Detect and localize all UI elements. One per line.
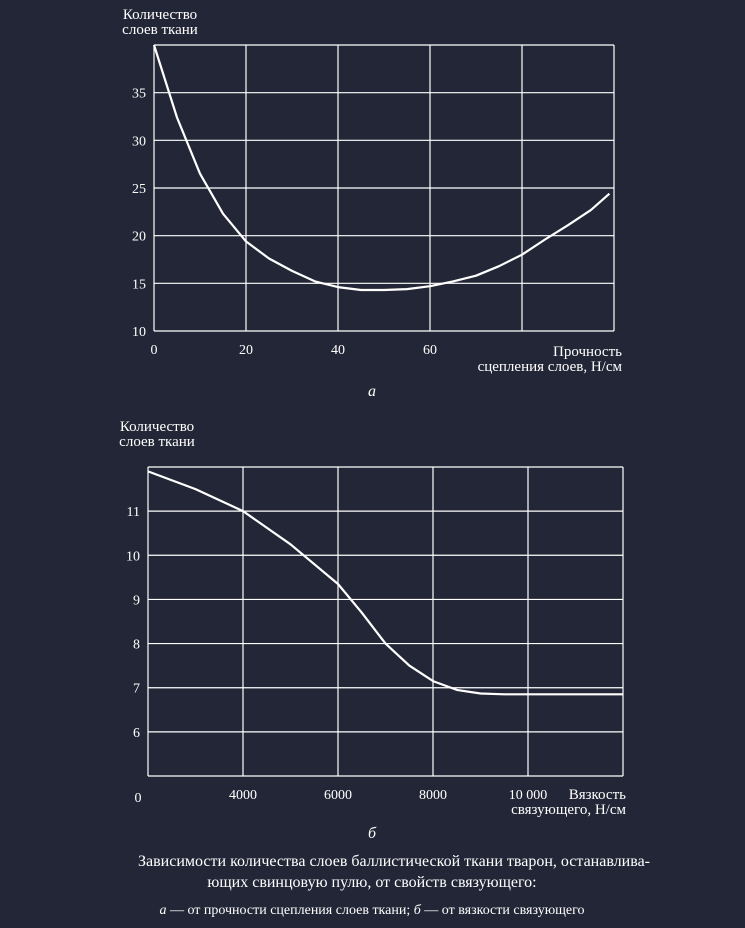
chart-a-y-tick-labels: 10 15 20 25 30 35 [132, 87, 146, 340]
caption-line-2: ющих свинцовую пулю, от свойств связующе… [207, 874, 536, 891]
chart-b-x-origin-label: 0 [135, 791, 142, 806]
chart-b-y-tick-label: 11 [127, 505, 140, 520]
chart-a-y-tick-label: 15 [132, 277, 146, 292]
figure-caption: Зависимости количества слоев баллистичес… [138, 853, 650, 918]
chart-b-grid [147, 466, 624, 777]
chart-a-grid [153, 44, 615, 332]
chart-b-x-tick-label: 10 000 [509, 788, 548, 803]
chart-b-ylabel-line1: Количество [120, 419, 194, 435]
chart-a-y-tick-label: 10 [132, 325, 146, 340]
caption-line-1: Зависимости количества слоев баллистичес… [138, 853, 650, 870]
caption-legend: а — от прочности сцепления слоев ткани; … [159, 903, 584, 918]
chart-b-y-tick-label: 6 [133, 726, 140, 741]
chart-a: 10 15 20 25 30 35 0 20 40 60 Количество слоев тк… [122, 7, 622, 400]
chart-a-x-tick-label: 20 [239, 343, 253, 358]
chart-a-ylabel-line1: Количество [123, 7, 197, 23]
chart-a-y-tick-label: 20 [132, 230, 146, 245]
chart-a-xlabel-line1: Прочность [553, 344, 622, 360]
chart-b-y-tick-labels: 6 7 8 9 10 11 [126, 505, 140, 741]
caption-legend-a-letter: а [159, 903, 166, 918]
chart-b-y-tick-label: 7 [133, 682, 140, 697]
chart-a-y-tick-label: 35 [132, 87, 146, 102]
chart-a-panel-label: а [368, 383, 376, 400]
chart-a-y-tick-label: 30 [132, 134, 146, 149]
chart-b: 6 7 8 9 10 11 4000 6000 8000 10 000 Количество с… [119, 419, 626, 842]
chart-a-y-tick-label: 25 [132, 182, 146, 197]
chart-b-x-tick-label: 8000 [419, 788, 447, 803]
chart-a-xlabel-line2: сцепления слоев, Н/см [478, 359, 623, 375]
chart-a-x-tick-labels: 0 20 40 60 [151, 343, 438, 358]
chart-b-y-tick-label: 10 [126, 549, 140, 564]
chart-a-series-line [152, 44, 611, 292]
chart-a-x-tick-label: 60 [423, 343, 437, 358]
chart-b-x-tick-label: 4000 [229, 788, 257, 803]
chart-a-ylabel-line2: слоев ткани [122, 22, 198, 38]
chart-b-series-line [147, 470, 623, 696]
chart-b-y-tick-label: 9 [133, 593, 140, 608]
chart-b-xlabel-line2: связующего, Н/см [511, 802, 626, 818]
caption-legend-b-letter: б [414, 903, 422, 918]
chart-b-x-tick-label: 6000 [324, 788, 352, 803]
caption-legend-b-text: — от вязкости связующего [421, 903, 585, 918]
chart-a-x-tick-label: 40 [331, 343, 345, 358]
chart-b-y-tick-label: 8 [133, 638, 140, 653]
chart-b-ylabel-line2: слоев ткани [119, 434, 195, 450]
chart-b-x-tick-labels: 4000 6000 8000 10 000 [229, 788, 547, 803]
chart-b-panel-label: б [368, 825, 377, 842]
chart-b-xlabel-line1: Вязкость [569, 787, 626, 803]
caption-legend-a-text: — от прочности сцепления слоев ткани; [166, 903, 413, 918]
chart-a-x-tick-label: 0 [151, 343, 158, 358]
